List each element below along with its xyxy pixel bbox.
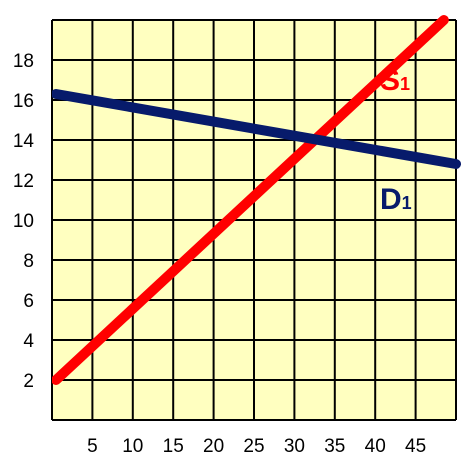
series-label-subscript: 1 <box>400 74 410 94</box>
x-tick-label: 5 <box>87 436 98 457</box>
x-tick-label: 45 <box>405 436 426 457</box>
x-tick-label: 30 <box>284 436 305 457</box>
y-tick-label: 18 <box>13 51 34 72</box>
x-tick-label: 10 <box>122 436 143 457</box>
x-tick-label: 25 <box>243 436 264 457</box>
x-tick-label: 35 <box>324 436 345 457</box>
x-tick-label: 40 <box>365 436 386 457</box>
x-tick-label: 15 <box>163 436 184 457</box>
series-line-d <box>52 89 461 169</box>
y-tick-label: 4 <box>23 331 34 352</box>
series-line-s <box>52 15 449 385</box>
y-tick-label: 2 <box>23 371 34 392</box>
series-label-subscript: 1 <box>402 193 412 213</box>
y-tick-label: 10 <box>13 211 34 232</box>
x-axis-ticks: 5 10 15 20 25 30 35 40 45 <box>87 436 426 457</box>
series-group <box>52 15 461 385</box>
y-tick-label: 6 <box>23 291 34 312</box>
y-tick-label: 12 <box>13 171 34 192</box>
y-tick-label: 14 <box>13 131 35 152</box>
y-tick-label: 16 <box>13 91 34 112</box>
x-tick-label: 20 <box>203 436 224 457</box>
y-tick-label: 8 <box>23 251 34 272</box>
y-axis-ticks: 2 4 6 8 10 12 14 16 18 <box>13 51 35 392</box>
